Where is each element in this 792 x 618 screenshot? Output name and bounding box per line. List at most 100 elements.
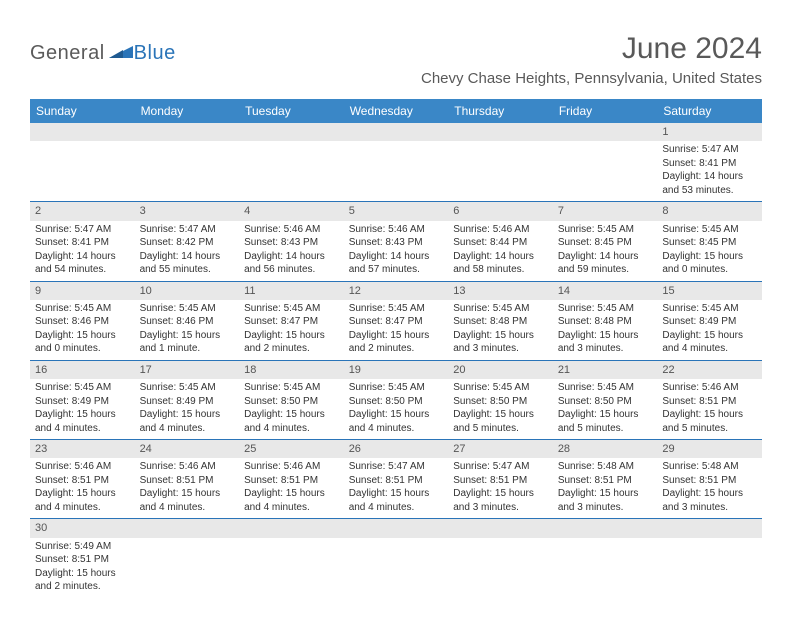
day-number: 21 [553, 361, 658, 379]
calendar-cell [239, 123, 344, 202]
calendar-body: 1Sunrise: 5:47 AMSunset: 8:41 PMDaylight… [30, 123, 762, 598]
calendar-cell: 16Sunrise: 5:45 AMSunset: 8:49 PMDayligh… [30, 360, 135, 439]
sunrise-text: Sunrise: 5:48 AM [662, 460, 757, 474]
daylight-text: Daylight: 14 hours and 58 minutes. [453, 250, 548, 277]
calendar-cell [239, 519, 344, 598]
calendar-cell: 24Sunrise: 5:46 AMSunset: 8:51 PMDayligh… [135, 440, 240, 519]
sunrise-text: Sunrise: 5:46 AM [244, 460, 339, 474]
sunrise-text: Sunrise: 5:46 AM [453, 223, 548, 237]
calendar-cell: 15Sunrise: 5:45 AMSunset: 8:49 PMDayligh… [657, 281, 762, 360]
day-body: Sunrise: 5:45 AMSunset: 8:45 PMDaylight:… [553, 221, 658, 281]
daylight-text: Daylight: 14 hours and 53 minutes. [662, 170, 757, 197]
calendar-row: 2Sunrise: 5:47 AMSunset: 8:41 PMDaylight… [30, 202, 762, 281]
daylight-text: Daylight: 15 hours and 2 minutes. [244, 329, 339, 356]
calendar-row: 9Sunrise: 5:45 AMSunset: 8:46 PMDaylight… [30, 281, 762, 360]
day-body: Sunrise: 5:45 AMSunset: 8:48 PMDaylight:… [448, 300, 553, 360]
daylight-text: Daylight: 14 hours and 59 minutes. [558, 250, 653, 277]
calendar-cell: 13Sunrise: 5:45 AMSunset: 8:48 PMDayligh… [448, 281, 553, 360]
sunset-text: Sunset: 8:51 PM [140, 474, 235, 488]
day-body: Sunrise: 5:45 AMSunset: 8:50 PMDaylight:… [344, 379, 449, 439]
day-number: 28 [553, 440, 658, 458]
dayheader-wed: Wednesday [344, 99, 449, 123]
day-body [553, 141, 658, 191]
day-number: 1 [657, 123, 762, 141]
day-number: 17 [135, 361, 240, 379]
sunset-text: Sunset: 8:41 PM [35, 236, 130, 250]
calendar-page: General Blue June 2024 Chevy Chase Heigh… [0, 0, 792, 618]
sunset-text: Sunset: 8:46 PM [140, 315, 235, 329]
sunrise-text: Sunrise: 5:45 AM [140, 381, 235, 395]
daylight-text: Daylight: 15 hours and 3 minutes. [662, 487, 757, 514]
calendar-row: 1Sunrise: 5:47 AMSunset: 8:41 PMDaylight… [30, 123, 762, 202]
sunset-text: Sunset: 8:51 PM [558, 474, 653, 488]
daylight-text: Daylight: 15 hours and 3 minutes. [453, 329, 548, 356]
day-body: Sunrise: 5:45 AMSunset: 8:49 PMDaylight:… [657, 300, 762, 360]
sunrise-text: Sunrise: 5:47 AM [453, 460, 548, 474]
day-body [657, 538, 762, 588]
day-body: Sunrise: 5:47 AMSunset: 8:41 PMDaylight:… [30, 221, 135, 281]
day-number [30, 123, 135, 141]
sunrise-text: Sunrise: 5:47 AM [35, 223, 130, 237]
logo-text-general: General [30, 42, 105, 65]
sunset-text: Sunset: 8:47 PM [349, 315, 444, 329]
day-body: Sunrise: 5:45 AMSunset: 8:46 PMDaylight:… [30, 300, 135, 360]
sunrise-text: Sunrise: 5:47 AM [662, 143, 757, 157]
sunset-text: Sunset: 8:42 PM [140, 236, 235, 250]
day-body: Sunrise: 5:45 AMSunset: 8:45 PMDaylight:… [657, 221, 762, 281]
day-body: Sunrise: 5:46 AMSunset: 8:43 PMDaylight:… [344, 221, 449, 281]
sunset-text: Sunset: 8:50 PM [244, 395, 339, 409]
daylight-text: Daylight: 15 hours and 5 minutes. [662, 408, 757, 435]
calendar-cell [344, 123, 449, 202]
calendar-cell: 26Sunrise: 5:47 AMSunset: 8:51 PMDayligh… [344, 440, 449, 519]
month-title: June 2024 [421, 32, 762, 66]
sunset-text: Sunset: 8:50 PM [453, 395, 548, 409]
sunset-text: Sunset: 8:51 PM [244, 474, 339, 488]
day-body [344, 141, 449, 191]
calendar-table: Sunday Monday Tuesday Wednesday Thursday… [30, 99, 762, 598]
day-body [448, 141, 553, 191]
location-text: Chevy Chase Heights, Pennsylvania, Unite… [421, 70, 762, 87]
day-body: Sunrise: 5:47 AMSunset: 8:41 PMDaylight:… [657, 141, 762, 201]
day-body [30, 141, 135, 191]
calendar-cell: 30Sunrise: 5:49 AMSunset: 8:51 PMDayligh… [30, 519, 135, 598]
daylight-text: Daylight: 15 hours and 5 minutes. [453, 408, 548, 435]
day-body: Sunrise: 5:46 AMSunset: 8:51 PMDaylight:… [135, 458, 240, 518]
day-number: 24 [135, 440, 240, 458]
day-number [135, 123, 240, 141]
sunrise-text: Sunrise: 5:48 AM [558, 460, 653, 474]
daylight-text: Daylight: 15 hours and 2 minutes. [349, 329, 444, 356]
calendar-cell: 7Sunrise: 5:45 AMSunset: 8:45 PMDaylight… [553, 202, 658, 281]
day-body: Sunrise: 5:46 AMSunset: 8:44 PMDaylight:… [448, 221, 553, 281]
calendar-cell: 5Sunrise: 5:46 AMSunset: 8:43 PMDaylight… [344, 202, 449, 281]
calendar-cell: 25Sunrise: 5:46 AMSunset: 8:51 PMDayligh… [239, 440, 344, 519]
calendar-cell: 12Sunrise: 5:45 AMSunset: 8:47 PMDayligh… [344, 281, 449, 360]
calendar-cell: 10Sunrise: 5:45 AMSunset: 8:46 PMDayligh… [135, 281, 240, 360]
day-body: Sunrise: 5:47 AMSunset: 8:51 PMDaylight:… [448, 458, 553, 518]
day-number [553, 123, 658, 141]
day-number: 23 [30, 440, 135, 458]
day-number: 20 [448, 361, 553, 379]
calendar-cell: 29Sunrise: 5:48 AMSunset: 8:51 PMDayligh… [657, 440, 762, 519]
day-body [239, 538, 344, 588]
day-number: 4 [239, 202, 344, 220]
day-body: Sunrise: 5:45 AMSunset: 8:48 PMDaylight:… [553, 300, 658, 360]
sunset-text: Sunset: 8:51 PM [35, 553, 130, 567]
sunrise-text: Sunrise: 5:49 AM [35, 540, 130, 554]
day-number: 8 [657, 202, 762, 220]
daylight-text: Daylight: 14 hours and 54 minutes. [35, 250, 130, 277]
calendar-row: 16Sunrise: 5:45 AMSunset: 8:49 PMDayligh… [30, 360, 762, 439]
day-number: 3 [135, 202, 240, 220]
daylight-text: Daylight: 14 hours and 55 minutes. [140, 250, 235, 277]
calendar-cell: 27Sunrise: 5:47 AMSunset: 8:51 PMDayligh… [448, 440, 553, 519]
day-number [448, 123, 553, 141]
sunset-text: Sunset: 8:45 PM [558, 236, 653, 250]
day-body: Sunrise: 5:45 AMSunset: 8:47 PMDaylight:… [239, 300, 344, 360]
calendar-cell [448, 123, 553, 202]
day-body: Sunrise: 5:45 AMSunset: 8:49 PMDaylight:… [30, 379, 135, 439]
dayheader-tue: Tuesday [239, 99, 344, 123]
day-number: 2 [30, 202, 135, 220]
sunset-text: Sunset: 8:41 PM [662, 157, 757, 171]
day-number: 14 [553, 282, 658, 300]
sunrise-text: Sunrise: 5:45 AM [453, 381, 548, 395]
day-number: 5 [344, 202, 449, 220]
